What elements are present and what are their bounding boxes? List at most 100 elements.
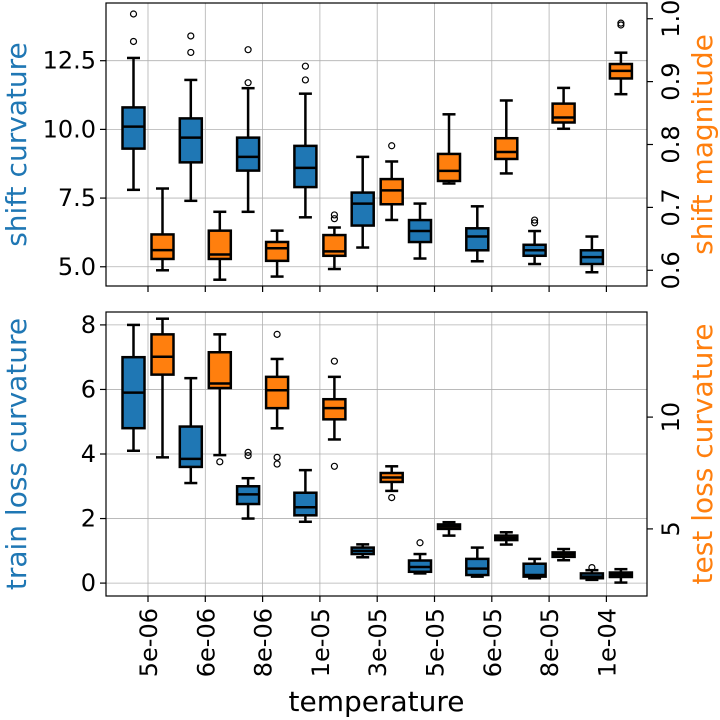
- outlier-point: [530, 219, 539, 227]
- ytick-right-label: 10: [657, 402, 685, 433]
- box-body: [522, 562, 547, 578]
- box-blue-6e-05: [465, 205, 490, 263]
- ytick-left-label: 0: [81, 569, 96, 597]
- outlier-point: [187, 32, 195, 40]
- outlier-point: [129, 10, 138, 18]
- box-body: [379, 177, 404, 206]
- box-body: [150, 233, 175, 261]
- box-blue-6e-06: [178, 32, 204, 203]
- box-body: [264, 240, 290, 263]
- outlier-point: [301, 76, 309, 84]
- box-body: [322, 233, 347, 258]
- outlier-point: [273, 453, 281, 461]
- box-orange-6e-06: [207, 210, 233, 281]
- outlier-point: [416, 539, 424, 547]
- ytick-left-label: 12.5: [43, 47, 96, 75]
- box-orange-1e-05: [322, 357, 347, 470]
- box-body: [178, 425, 204, 469]
- box-blue-6e-06: [178, 376, 204, 485]
- outlier-point: [388, 494, 396, 502]
- box-body: [350, 191, 375, 227]
- outlier-point: [330, 462, 338, 470]
- outlier-point: [244, 448, 252, 456]
- box-blue-8e-06: [235, 46, 261, 214]
- outlier-point: [530, 216, 539, 224]
- box-blue-5e-06: [121, 323, 146, 453]
- box-body: [551, 102, 576, 124]
- outlier-point: [617, 19, 625, 27]
- xtick-label: 8e-05: [536, 608, 564, 677]
- box-body: [207, 229, 233, 261]
- ytick-right-label: 5: [657, 521, 685, 536]
- box-orange-6e-06: [207, 333, 233, 466]
- box-orange-1e-04: [608, 567, 634, 584]
- ytick-left-label: 4: [81, 440, 96, 468]
- box-orange-6e-05: [494, 99, 519, 175]
- box-orange-8e-05: [551, 86, 576, 131]
- box-blue-1e-04: [579, 235, 605, 274]
- outlier-point: [216, 458, 224, 466]
- box-blue-8e-05: [522, 216, 547, 266]
- box-body: [207, 351, 233, 390]
- outlier-point: [273, 330, 281, 338]
- xlabel: temperature: [289, 685, 465, 718]
- ytick-left-label: 5.0: [58, 253, 96, 281]
- box-body: [494, 136, 519, 161]
- box-orange-5e-05: [436, 113, 462, 185]
- box-body: [293, 491, 318, 517]
- box-body: [465, 227, 490, 252]
- outlier-point: [330, 215, 338, 223]
- box-blue-1e-04: [579, 563, 605, 582]
- box-blue-8e-05: [522, 557, 547, 580]
- box-orange-3e-05: [379, 465, 404, 502]
- ytick-right-label: 0.9: [657, 63, 685, 101]
- outlier-point: [330, 211, 338, 219]
- box-body: [178, 117, 204, 164]
- box-body: [264, 375, 290, 410]
- box-body: [465, 557, 490, 577]
- outlier-point: [273, 460, 281, 468]
- ylabel-left: train loss curvature: [0, 318, 33, 590]
- outlier-point: [244, 452, 252, 460]
- box-blue-3e-05: [350, 543, 375, 559]
- box-blue-8e-06: [235, 448, 261, 520]
- ytick-left-label: 2: [81, 505, 96, 533]
- box-blue-1e-05: [293, 468, 318, 524]
- box-orange-8e-06: [264, 229, 290, 278]
- xtick-label: 3e-05: [364, 608, 392, 677]
- box-orange-5e-06: [150, 317, 175, 459]
- outlier-point: [301, 62, 309, 70]
- ylabel-left: shift curvature: [0, 42, 33, 247]
- xtick-label: 5e-05: [422, 608, 450, 677]
- box-orange-5e-05: [436, 520, 462, 537]
- box-orange-8e-05: [551, 547, 576, 562]
- ytick-right-label: 0.8: [657, 125, 685, 163]
- box-body: [436, 152, 462, 183]
- ylabel-right: shift magnitude: [686, 34, 719, 255]
- ytick-right-label: 0.6: [657, 251, 685, 289]
- box-orange-1e-05: [322, 211, 347, 271]
- ytick-left-label: 7.5: [58, 184, 96, 212]
- outlier-point: [244, 79, 252, 87]
- box-blue-5e-06: [121, 10, 146, 192]
- box-body: [150, 333, 175, 376]
- outlier-point: [187, 48, 195, 57]
- ytick-right-label: 0.7: [657, 188, 685, 226]
- outlier-point: [330, 357, 338, 365]
- box-orange-6e-05: [494, 531, 519, 546]
- box-blue-5e-05: [407, 539, 433, 575]
- xtick-label: 1e-04: [593, 608, 621, 677]
- ylabel-right: test loss curvature: [686, 324, 719, 585]
- box-orange-1e-04: [608, 19, 634, 96]
- ytick-left-label: 10.0: [43, 115, 96, 143]
- panel-bottom: 0 2 4 6 8 5 10 train loss curvature test loss cu…: [0, 311, 719, 718]
- box-blue-5e-05: [407, 202, 433, 260]
- ytick-left-label: 8: [81, 311, 96, 339]
- box-body: [293, 144, 318, 189]
- outlier-point: [129, 37, 138, 46]
- box-body: [121, 106, 146, 150]
- xtick-label: 8e-06: [250, 608, 278, 677]
- ytick-left-label: 6: [81, 375, 96, 403]
- ytick-right-label: 1.0: [657, 0, 685, 38]
